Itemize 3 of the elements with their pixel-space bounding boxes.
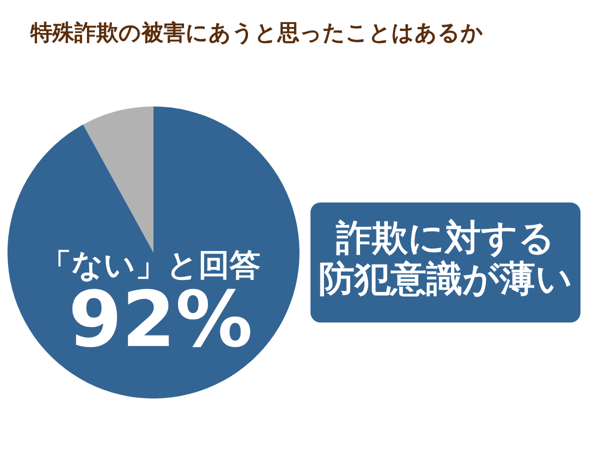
text: 防犯意識が薄い — [318, 259, 572, 300]
text: 詐欺に対する — [335, 218, 555, 259]
chart-title: 特殊詐欺の被害にあうと思ったことはあるか — [30, 20, 484, 46]
